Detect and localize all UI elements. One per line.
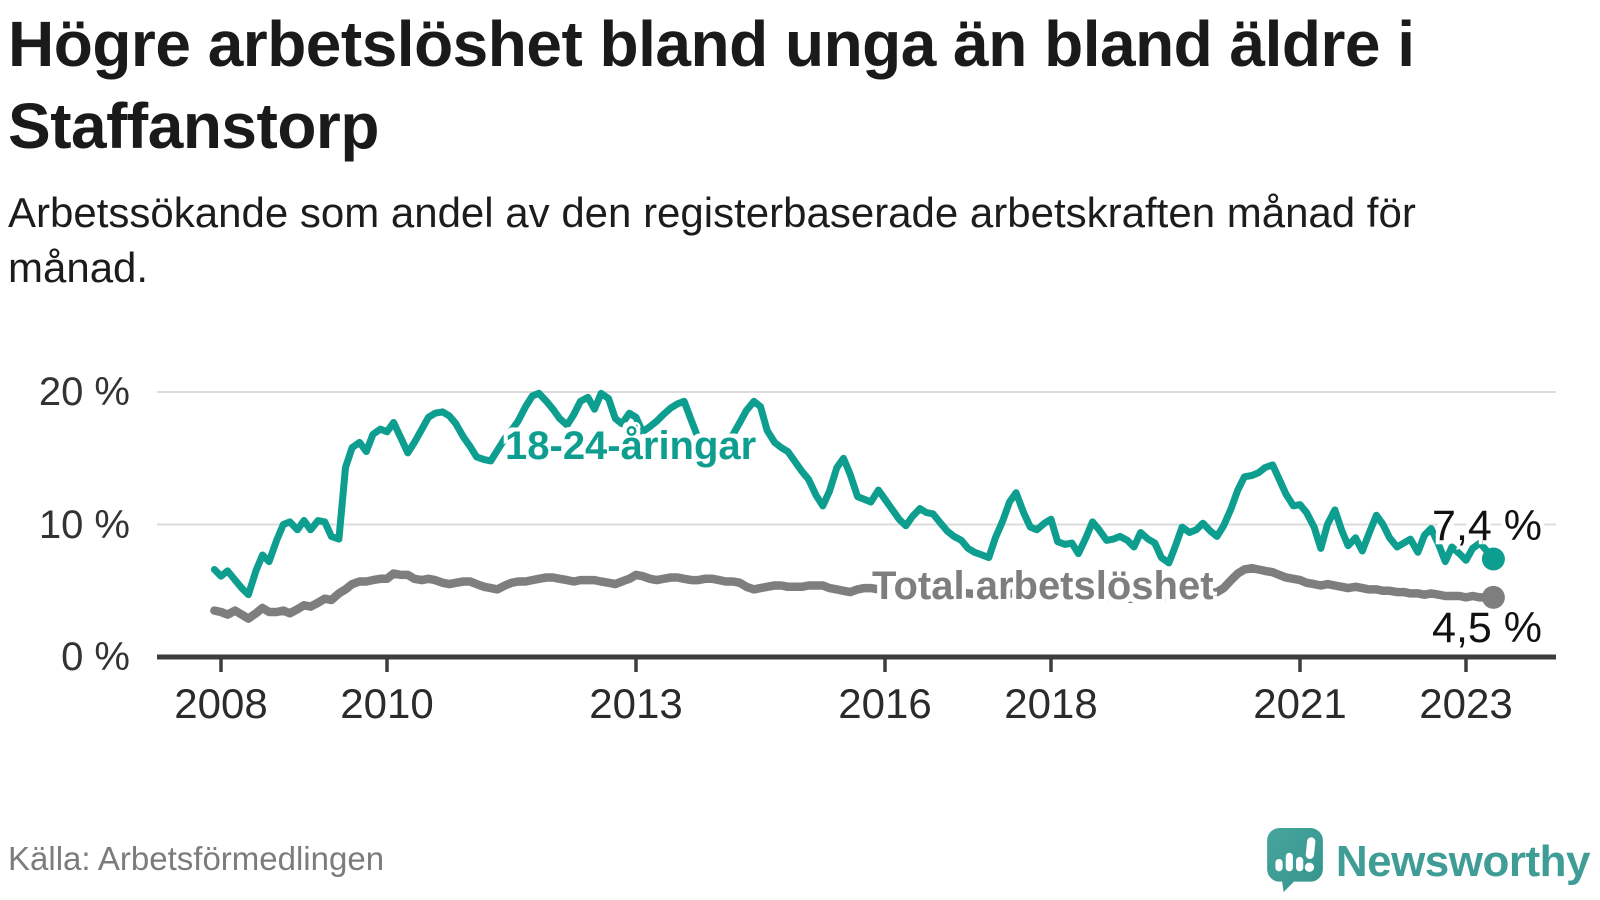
newsworthy-branding: Newsworthy xyxy=(1266,827,1591,897)
y-tick-label: 0 % xyxy=(61,635,130,679)
series-line-total xyxy=(210,563,1498,623)
x-tick-label: 2023 xyxy=(1419,680,1513,727)
x-tick-label: 2016 xyxy=(838,680,932,727)
end-value-young: 7,4 % xyxy=(1432,502,1542,550)
page-title: Högre arbetslöshet bland unga än bland ä… xyxy=(8,8,1415,162)
x-tick-label: 2021 xyxy=(1253,680,1347,727)
series-label-young: 18-24-åringar xyxy=(505,424,757,468)
newsworthy-logo-icon xyxy=(1266,827,1323,897)
x-tick-label: 2008 xyxy=(174,680,268,727)
series-label-total: Total arbetslöshet xyxy=(872,564,1214,608)
x-tick-label: 2018 xyxy=(1004,680,1098,727)
source-note: Källa: Arbetsförmedlingen xyxy=(8,840,385,877)
x-tick-label: 2013 xyxy=(589,680,683,727)
series-end-dot-total xyxy=(1481,585,1505,609)
x-tick-label: 2010 xyxy=(340,680,434,727)
newsworthy-wordmark: Newsworthy xyxy=(1335,837,1591,886)
y-tick-label: 20 % xyxy=(38,370,130,414)
page-subtitle: Arbetssökande som andel av den registerb… xyxy=(8,189,1416,291)
series-end-dot-young xyxy=(1481,547,1505,571)
series-line-young xyxy=(210,389,1497,599)
y-tick-label: 10 % xyxy=(38,502,130,547)
end-value-total: 4,5 % xyxy=(1432,604,1542,652)
